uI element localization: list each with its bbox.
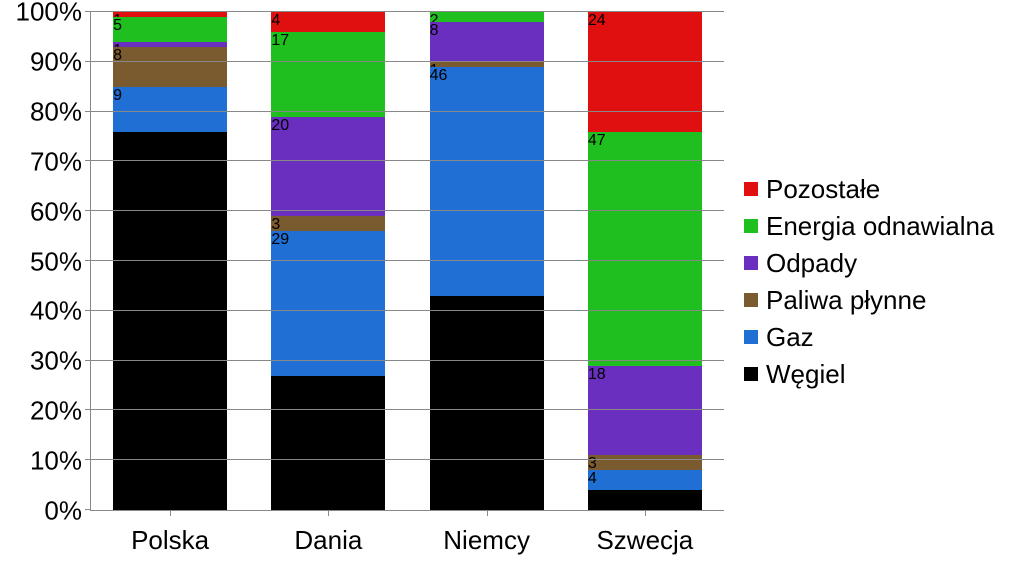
y-tick-label: 30% bbox=[30, 346, 82, 377]
legend-swatch bbox=[744, 182, 758, 196]
legend-item-odnawialna: Energia odnawialna bbox=[744, 211, 994, 242]
grid-line bbox=[91, 310, 724, 311]
y-tick-label: 90% bbox=[30, 46, 82, 77]
y-tick-mark bbox=[85, 111, 91, 112]
segment-wegiel: 43 bbox=[430, 296, 544, 510]
bar-polska: 7698151 bbox=[113, 12, 227, 510]
segment-wegiel: 76 bbox=[113, 132, 227, 510]
x-label-niemcy: Niemcy bbox=[430, 525, 544, 556]
y-tick-mark bbox=[85, 210, 91, 211]
grid-line bbox=[91, 160, 724, 161]
legend-item-gaz: Gaz bbox=[744, 322, 994, 353]
segment-paliwa: 8 bbox=[113, 47, 227, 87]
y-tick-label: 40% bbox=[30, 296, 82, 327]
legend-label: Paliwa płynne bbox=[766, 285, 926, 316]
legend-swatch bbox=[744, 367, 758, 381]
legend-item-paliwa: Paliwa płynne bbox=[744, 285, 994, 316]
bar-dania: 2729320174 bbox=[271, 12, 385, 510]
x-tick bbox=[170, 510, 171, 516]
legend-column: Pozostałe Energia odnawialna Odpady Paliwa … bbox=[724, 0, 1024, 563]
bar-niemcy: 43461820 bbox=[430, 12, 544, 510]
grid-line bbox=[91, 360, 724, 361]
plot-area: 7698151272932017443461820443184724 Polsk… bbox=[90, 12, 724, 511]
legend-label: Węgiel bbox=[766, 359, 845, 390]
y-tick-label: 80% bbox=[30, 96, 82, 127]
y-tick-mark bbox=[85, 260, 91, 261]
segment-odpady: 20 bbox=[271, 117, 385, 217]
segment-gaz: 29 bbox=[271, 231, 385, 375]
legend-label: Odpady bbox=[766, 248, 857, 279]
segment-wegiel: 27 bbox=[271, 376, 385, 510]
legend-swatch bbox=[744, 293, 758, 307]
legend: Pozostałe Energia odnawialna Odpady Paliwa … bbox=[744, 174, 994, 390]
y-tick-label: 10% bbox=[30, 446, 82, 477]
x-tick bbox=[645, 510, 646, 516]
y-tick-mark bbox=[85, 61, 91, 62]
y-tick-label: 60% bbox=[30, 196, 82, 227]
bars-group: 7698151272932017443461820443184724 bbox=[91, 12, 724, 510]
grid-line bbox=[91, 61, 724, 62]
y-tick-label: 0% bbox=[44, 496, 82, 527]
y-tick-mark bbox=[85, 310, 91, 311]
legend-swatch bbox=[744, 330, 758, 344]
segment-pozostale: 24 bbox=[588, 12, 702, 132]
y-tick-mark bbox=[85, 160, 91, 161]
grid-line bbox=[91, 260, 724, 261]
segment-odnawialna: 2 bbox=[430, 12, 544, 22]
x-axis-labels: Polska Dania Niemcy Szwecja bbox=[91, 525, 724, 556]
y-tick-mark bbox=[85, 509, 91, 510]
y-tick-label: 70% bbox=[30, 146, 82, 177]
x-label-szwecja: Szwecja bbox=[588, 525, 702, 556]
grid-line bbox=[91, 459, 724, 460]
legend-swatch bbox=[744, 219, 758, 233]
y-axis: 0% 10% 20% 30% 40% 50% 60% 70% 80% 90% 100% bbox=[0, 0, 90, 563]
segment-odnawialna: 5 bbox=[113, 17, 227, 42]
legend-label: Pozostałe bbox=[766, 174, 880, 205]
x-label-polska: Polska bbox=[113, 525, 227, 556]
y-tick-mark bbox=[85, 11, 91, 12]
segment-paliwa: 3 bbox=[588, 455, 702, 470]
x-tick bbox=[328, 510, 329, 516]
segment-gaz: 4 bbox=[588, 470, 702, 490]
legend-item-pozostale: Pozostałe bbox=[744, 174, 994, 205]
segment-odnawialna: 47 bbox=[588, 132, 702, 366]
segment-pozostale: 4 bbox=[271, 12, 385, 32]
legend-item-wegiel: Węgiel bbox=[744, 359, 994, 390]
y-tick-mark bbox=[85, 459, 91, 460]
y-tick-label: 20% bbox=[30, 396, 82, 427]
y-tick-label: 100% bbox=[16, 0, 83, 28]
segment-odpady: 8 bbox=[430, 22, 544, 62]
x-tick bbox=[487, 510, 488, 516]
grid-line bbox=[91, 210, 724, 211]
bar-szwecja: 443184724 bbox=[588, 12, 702, 510]
y-tick-label: 50% bbox=[30, 246, 82, 277]
chart-container: 0% 10% 20% 30% 40% 50% 60% 70% 80% 90% 100% 769815… bbox=[0, 0, 1024, 563]
plot-column: 7698151272932017443461820443184724 Polsk… bbox=[90, 0, 724, 563]
segment-gaz: 46 bbox=[430, 67, 544, 296]
segment-odnawialna: 17 bbox=[271, 32, 385, 117]
grid-line bbox=[91, 11, 724, 12]
segment-wegiel: 4 bbox=[588, 490, 702, 510]
segment-paliwa: 3 bbox=[271, 216, 385, 231]
x-label-dania: Dania bbox=[271, 525, 385, 556]
y-tick-mark bbox=[85, 409, 91, 410]
grid-line bbox=[91, 409, 724, 410]
segment-gaz: 9 bbox=[113, 87, 227, 132]
legend-swatch bbox=[744, 256, 758, 270]
grid-line bbox=[91, 111, 724, 112]
legend-label: Gaz bbox=[766, 322, 814, 353]
y-tick-mark bbox=[85, 360, 91, 361]
segment-odpady: 18 bbox=[588, 366, 702, 456]
legend-label: Energia odnawialna bbox=[766, 211, 994, 242]
legend-item-odpady: Odpady bbox=[744, 248, 994, 279]
